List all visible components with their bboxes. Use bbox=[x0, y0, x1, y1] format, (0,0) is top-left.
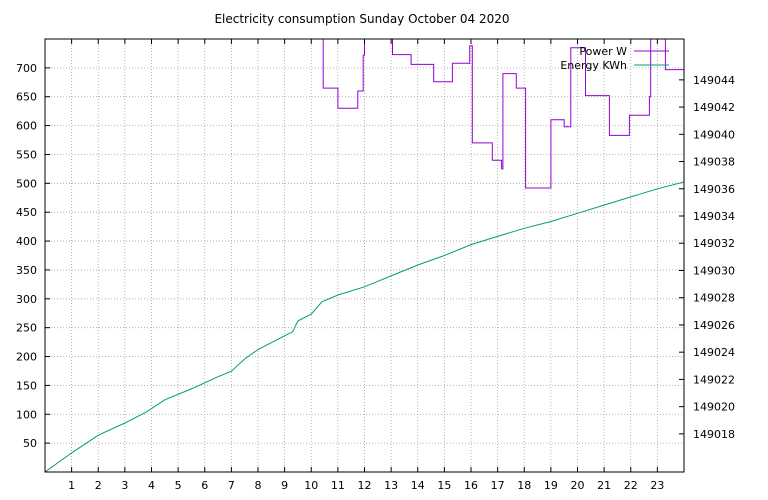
y-left-tick-label: 50 bbox=[23, 437, 37, 450]
x-tick-label: 2 bbox=[95, 479, 102, 492]
y-right-tick-label: 149018 bbox=[693, 428, 735, 441]
y-left-tick-label: 150 bbox=[16, 379, 37, 392]
y-left-tick-label: 450 bbox=[16, 206, 37, 219]
y-right-tick-label: 149024 bbox=[693, 346, 735, 359]
series-energy-line bbox=[45, 181, 684, 472]
y-left-tick-label: 400 bbox=[16, 235, 37, 248]
x-tick-label: 11 bbox=[331, 479, 345, 492]
y-left-tick-label: 350 bbox=[16, 264, 37, 277]
x-tick-label: 6 bbox=[201, 479, 208, 492]
y-right-tick-label: 149040 bbox=[693, 128, 735, 141]
y-right-tick-label: 149022 bbox=[693, 373, 735, 386]
x-tick-label: 16 bbox=[464, 479, 478, 492]
y-left-tick-label: 650 bbox=[16, 91, 37, 104]
axes bbox=[44, 38, 685, 473]
x-tick-label: 1 bbox=[68, 479, 75, 492]
x-tick-label: 20 bbox=[571, 479, 585, 492]
y-right-tick-label: 149042 bbox=[693, 101, 735, 114]
chart-title: Electricity consumption Sunday October 0… bbox=[214, 12, 509, 26]
x-tick-label: 9 bbox=[281, 479, 288, 492]
x-tick-label: 4 bbox=[148, 479, 155, 492]
x-tick-label: 7 bbox=[228, 479, 235, 492]
y-left-tick-label: 700 bbox=[16, 62, 37, 75]
y-right-tick-label: 149026 bbox=[693, 319, 735, 332]
y-left-tick-label: 200 bbox=[16, 351, 37, 364]
y-left-tick-label: 300 bbox=[16, 293, 37, 306]
series-power-line bbox=[322, 39, 684, 189]
x-tick-label: 3 bbox=[121, 479, 128, 492]
y-right-tick-label: 149020 bbox=[693, 401, 735, 414]
x-tick-label: 19 bbox=[544, 479, 558, 492]
tick-labels: 1 2 3 4 5 6 7 8 9 10 11 12 13 14 15 16 17 18 19 20 21 22 23501… bbox=[16, 62, 735, 492]
y-left-tick-label: 250 bbox=[16, 322, 37, 335]
plot-border bbox=[44, 38, 685, 473]
legend: Power W Energy KWh bbox=[560, 45, 669, 72]
y-right-tick-label: 149044 bbox=[693, 74, 735, 87]
x-tick-label: 10 bbox=[304, 479, 318, 492]
y-left-tick-label: 550 bbox=[16, 148, 37, 161]
y-left-tick-label: 500 bbox=[16, 177, 37, 190]
y-right-tick-label: 149036 bbox=[693, 183, 735, 196]
x-tick-label: 22 bbox=[624, 479, 638, 492]
x-tick-label: 8 bbox=[255, 479, 262, 492]
x-tick-label: 17 bbox=[491, 479, 505, 492]
y-left-tick-label: 100 bbox=[16, 408, 37, 421]
series-layer bbox=[45, 39, 684, 472]
x-tick-label: 15 bbox=[437, 479, 451, 492]
legend-label-power: Power W bbox=[579, 45, 627, 58]
x-tick-label: 12 bbox=[358, 479, 372, 492]
x-tick-label: 18 bbox=[517, 479, 531, 492]
y-right-tick-label: 149028 bbox=[693, 292, 735, 305]
y-right-tick-label: 149038 bbox=[693, 156, 735, 169]
x-tick-label: 23 bbox=[650, 479, 664, 492]
x-tick-label: 21 bbox=[597, 479, 611, 492]
x-tick-label: 5 bbox=[175, 479, 182, 492]
legend-label-energy: Energy KWh bbox=[560, 59, 627, 72]
y-right-tick-label: 149034 bbox=[693, 210, 735, 223]
y-right-tick-label: 149030 bbox=[693, 264, 735, 277]
grid bbox=[45, 39, 684, 472]
x-tick-label: 14 bbox=[411, 479, 425, 492]
y-left-tick-label: 600 bbox=[16, 120, 37, 133]
y-right-tick-label: 149032 bbox=[693, 237, 735, 250]
x-tick-label: 13 bbox=[384, 479, 398, 492]
